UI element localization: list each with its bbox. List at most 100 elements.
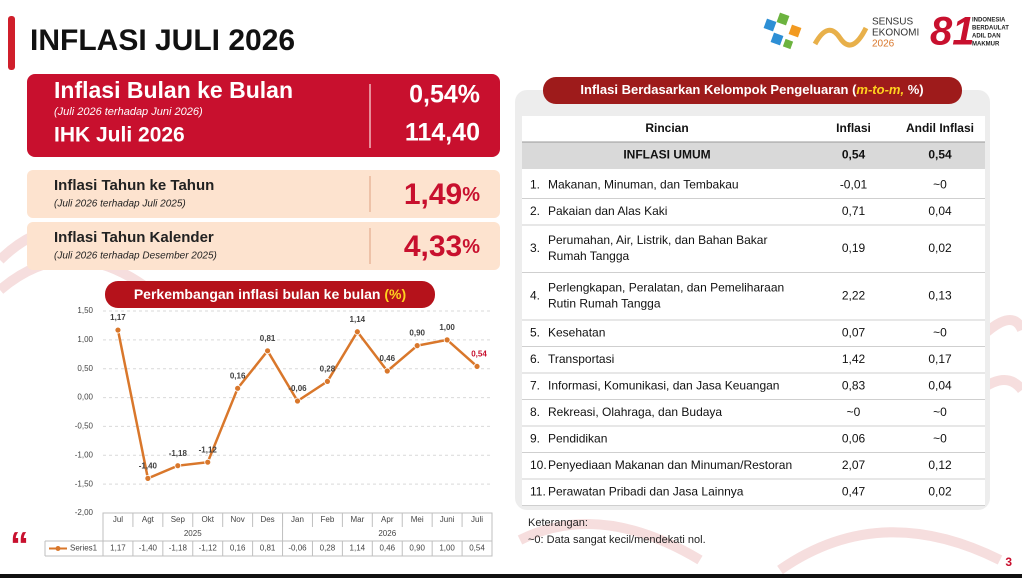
x-tick-label: Okt [202, 515, 215, 524]
row-andil: 0,04 [928, 378, 952, 392]
summary-subtitle: (Juli 2026 terhadap Juli 2025) [54, 199, 186, 210]
chart-title-pill [105, 281, 435, 308]
logo-sensus-text: SENSUS [872, 17, 913, 28]
x-tick-label: Jul [113, 515, 123, 524]
row-inflasi: 0,07 [842, 325, 866, 339]
row-inflasi: 2,22 [842, 288, 866, 302]
y-tick-label: -1,00 [75, 450, 94, 459]
row-andil: 0,13 [928, 288, 952, 302]
row-inflasi: 1,42 [842, 352, 866, 366]
summary-value: 4,33% [404, 230, 480, 263]
logo-anniversary: 81 [930, 10, 975, 54]
column-header: Inflasi [836, 121, 871, 135]
row-number: 6. [530, 352, 540, 366]
logo-sensus-text: 2026 [872, 39, 895, 50]
y-tick-label: -2,00 [75, 508, 94, 517]
logo-bps [763, 12, 802, 50]
summary-box [27, 170, 500, 218]
ihk-label: IHK Juli 2026 [54, 124, 185, 147]
row-label: Perumahan, Air, Listrik, dan Bahan Bakar [548, 233, 767, 247]
row-inflasi: 0,47 [842, 484, 866, 498]
table-background [522, 116, 985, 506]
data-label: 1,17 [110, 313, 126, 322]
data-table-value: -0,06 [288, 544, 307, 553]
y-tick-label: 0,00 [77, 393, 93, 402]
row-label: Perlengkapan, Peralatan, dan Pemeliharaa… [548, 280, 784, 294]
total-row [522, 142, 985, 169]
row-number: 9. [530, 431, 540, 445]
summary-value: 1,49% [404, 178, 480, 211]
point [114, 326, 122, 334]
total-cell: INFLASI UMUM [623, 148, 710, 162]
data-table-value: 1,14 [350, 544, 366, 553]
point [264, 347, 271, 355]
mtm-title: Inflasi Bulan ke Bulan [54, 77, 293, 103]
row-label: Rumah Tangga [548, 249, 629, 263]
data-label: -1,12 [199, 445, 218, 454]
row-number: 7. [530, 378, 540, 392]
table-title: Inflasi Berdasarkan Kelompok Pengeluaran… [580, 82, 923, 97]
x-tick-label: Agt [142, 515, 155, 524]
logo-motto: ADIL DAN [972, 34, 1001, 40]
ihk-value: 114,40 [405, 119, 480, 147]
row-andil: ~0 [933, 325, 947, 339]
data-table-value: 0,90 [409, 544, 425, 553]
row-label: Pendidikan [548, 431, 607, 445]
point [324, 378, 331, 385]
total-cell: 0,54 [842, 148, 866, 162]
x-tick-label: Juni [440, 515, 455, 524]
point [383, 367, 391, 375]
row-label: Penyediaan Makanan dan Minuman/Restoran [548, 458, 792, 472]
row-number: 3. [530, 241, 540, 255]
data-label: 0,46 [379, 354, 395, 363]
point [473, 363, 481, 370]
summary-number: 1,49 [404, 178, 462, 211]
row-label: Rutin Rumah Tangga [548, 296, 661, 310]
note: Keterangan: [528, 517, 588, 529]
point [174, 462, 182, 470]
data-label: 1,14 [350, 315, 366, 324]
y-tick-label: -0,50 [75, 422, 94, 431]
data-table-value: 1,00 [439, 544, 455, 553]
row-label: Rekreasi, Olahraga, dan Budaya [548, 405, 722, 419]
point [353, 328, 361, 336]
x-tick-label: Juli [471, 515, 483, 524]
page-title: INFLASI JULI 2026 [30, 24, 295, 57]
table-title-pill [543, 77, 962, 104]
row-inflasi: 0,19 [842, 241, 866, 255]
row-number: 2. [530, 204, 540, 218]
point [234, 384, 242, 392]
column-header: Andil Inflasi [906, 121, 974, 135]
row-label: Pakaian dan Alas Kaki [548, 204, 667, 218]
data-label: 0,54 [471, 350, 487, 359]
y-tick-label: 1,00 [77, 335, 93, 344]
row-label: Transportasi [548, 352, 614, 366]
summary-unit: % [462, 184, 480, 206]
logo-motto: INDONESIA [972, 18, 1006, 24]
logo-sensus-mark [812, 26, 869, 48]
chart-title: Perkembangan inflasi bulan ke bulan (%) [134, 286, 406, 302]
legend-marker [55, 546, 61, 551]
footer-bar [0, 574, 1022, 578]
row-inflasi: ~0 [847, 405, 861, 419]
data-label: 0,28 [320, 365, 336, 374]
y-tick-label: 1,50 [77, 306, 93, 315]
data-table-value: 0,46 [379, 544, 395, 553]
data-table-value: 0,16 [230, 544, 246, 553]
x-group-label: 2026 [378, 529, 396, 538]
x-tick-label: Apr [381, 515, 394, 524]
summary-title: Inflasi Tahun ke Tahun [54, 177, 214, 194]
row-number: 1. [530, 177, 540, 191]
data-table-value: 0,28 [320, 544, 336, 553]
data-table-value: -1,12 [199, 544, 218, 553]
logo-sensus-text: EKONOMI [872, 28, 919, 39]
row-inflasi: 0,06 [842, 431, 866, 445]
data-table-value: 1,17 [110, 544, 126, 553]
chart-title-text: Perkembangan inflasi bulan ke bulan [134, 286, 381, 302]
row-andil: 0,02 [928, 241, 952, 255]
y-tick-label: -1,50 [75, 479, 94, 488]
summary-box [27, 222, 500, 270]
summary-title: Inflasi Tahun Kalender [54, 229, 214, 246]
logo-motto: BERDAULAT [972, 26, 1009, 32]
row-andil: 0,12 [928, 458, 952, 472]
